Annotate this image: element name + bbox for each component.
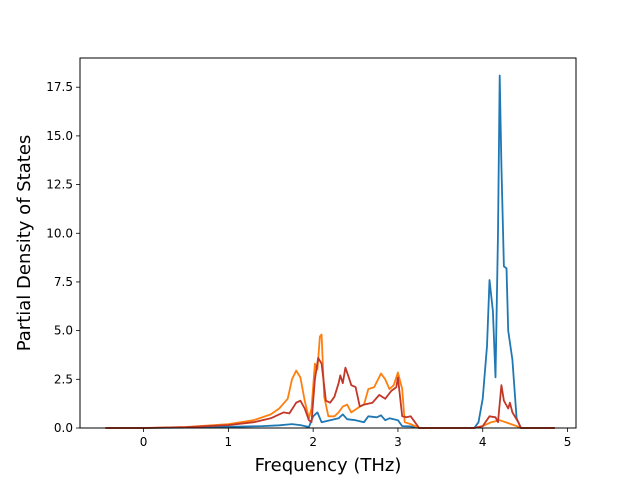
series-line-1 xyxy=(105,74,555,429)
x-axis-ticks: 0 1 2 3 4 5 xyxy=(140,428,572,449)
x-tick-label: 2 xyxy=(309,435,317,449)
x-axis-label: Frequency (THz) xyxy=(255,455,402,476)
x-tick-label: 1 xyxy=(225,435,233,449)
series-line-3 xyxy=(105,357,555,429)
x-tick-label: 0 xyxy=(140,435,148,449)
y-tick-label: 15.0 xyxy=(46,129,73,143)
y-tick-label: 5.0 xyxy=(54,324,73,338)
plot-frame xyxy=(79,57,577,429)
y-tick-label: 0.0 xyxy=(54,421,73,435)
y-tick-label: 12.5 xyxy=(46,178,73,192)
y-tick-label: 10.0 xyxy=(46,226,73,240)
y-axis-ticks: 0.0 2.5 5.0 7.5 10.0 12.5 15.0 17.5 xyxy=(46,80,80,435)
y-tick-label: 2.5 xyxy=(54,372,73,386)
y-tick-label: 17.5 xyxy=(46,80,73,94)
x-tick-label: 4 xyxy=(479,435,487,449)
x-tick-label: 3 xyxy=(394,435,402,449)
x-tick-label: 5 xyxy=(564,435,572,449)
y-axis-label: Partial Density of States xyxy=(14,135,35,352)
y-tick-label: 7.5 xyxy=(54,275,73,289)
